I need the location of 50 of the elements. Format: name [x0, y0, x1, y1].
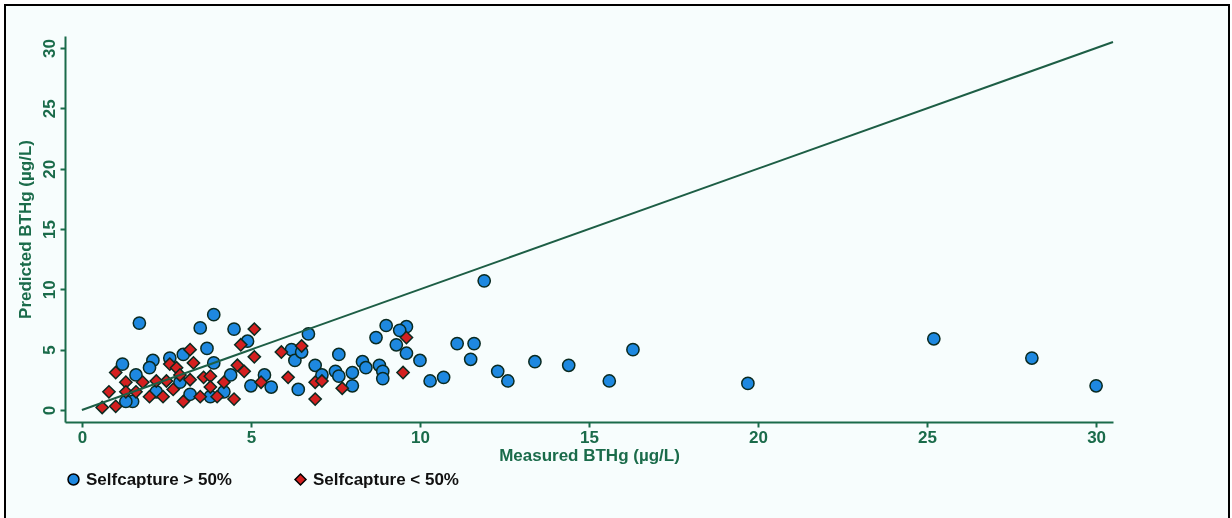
- point: [210, 389, 224, 404]
- point: [230, 358, 245, 373]
- point: [108, 365, 123, 380]
- point: [166, 382, 181, 397]
- point: [203, 369, 218, 384]
- point: [183, 372, 197, 387]
- point: [308, 392, 323, 406]
- point: [233, 337, 248, 352]
- y-tick-label: 20: [39, 159, 59, 179]
- y-tick-label: 5: [39, 345, 59, 355]
- legend-label: Selfcapture < 50%: [313, 469, 459, 489]
- point: [186, 356, 201, 370]
- point: [399, 330, 414, 345]
- point: [108, 399, 123, 414]
- point: [396, 365, 410, 380]
- point: [254, 375, 268, 390]
- point: [315, 374, 329, 388]
- point: [135, 375, 150, 390]
- y-tick-label: 0: [39, 405, 59, 416]
- point: [227, 392, 241, 406]
- x-tick-label: 20: [749, 427, 768, 447]
- x-tick-label: 10: [411, 427, 430, 447]
- point: [247, 349, 262, 364]
- x-tick-label: 30: [1087, 427, 1107, 447]
- y-tick-label: 30: [39, 39, 59, 59]
- y-tick-label: 10: [39, 280, 59, 300]
- x-tick-label: 5: [246, 427, 257, 447]
- point: [237, 364, 252, 379]
- legend-label: Selfcapture > 50%: [86, 469, 232, 489]
- point: [335, 381, 350, 396]
- point: [217, 375, 231, 390]
- point: [274, 345, 289, 359]
- point: [294, 339, 309, 353]
- y-tick-label: 15: [39, 220, 59, 239]
- point: [183, 342, 197, 357]
- point: [193, 389, 208, 404]
- point: [176, 394, 191, 409]
- point: [281, 370, 295, 385]
- point: [142, 389, 157, 404]
- point: [102, 384, 116, 399]
- x-tick-label: 15: [580, 427, 599, 447]
- point: [247, 322, 262, 336]
- x-tick-label: 0: [77, 427, 88, 447]
- point: [118, 375, 133, 390]
- y-axis-title: Predicted BTHg (µg/L): [15, 140, 35, 319]
- x-tick-label: 25: [918, 427, 938, 447]
- x-axis-title: Measured BTHg (µg/L): [499, 445, 680, 465]
- y-tick-label: 25: [39, 99, 59, 119]
- point: [203, 380, 218, 394]
- point: [156, 389, 170, 404]
